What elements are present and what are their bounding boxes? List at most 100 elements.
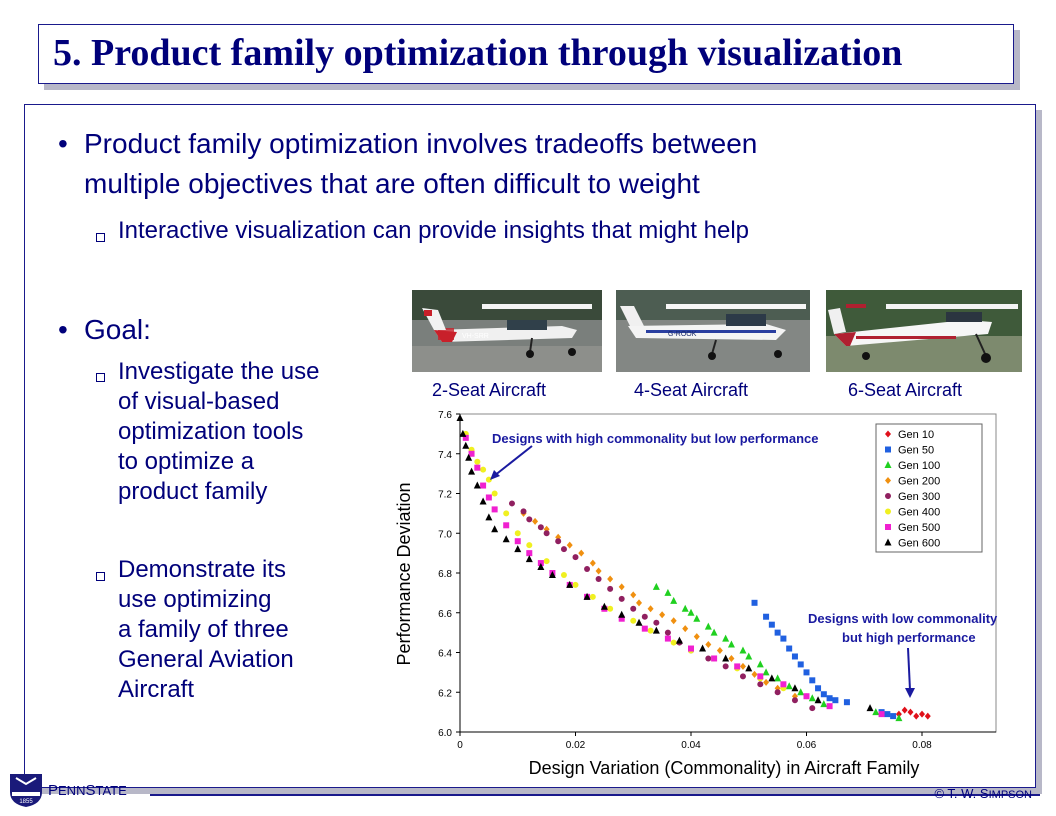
data-point-gen-50 bbox=[768, 621, 775, 628]
footer-divider bbox=[150, 794, 1040, 796]
data-point-gen-50 bbox=[751, 599, 758, 606]
square-bullet-icon bbox=[96, 572, 105, 581]
x-axis-label: Design Variation (Commonality) in Aircra… bbox=[529, 758, 920, 778]
data-point-gen-100 bbox=[670, 596, 678, 604]
data-point-gen-50 bbox=[832, 697, 839, 704]
data-point-gen-600 bbox=[473, 481, 481, 489]
data-point-gen-600 bbox=[635, 618, 643, 626]
data-point-gen-10 bbox=[924, 712, 931, 720]
data-point-gen-300 bbox=[739, 673, 746, 680]
bullet-line-2: multiple objectives that are often diffi… bbox=[84, 168, 700, 199]
y-tick-label: 6.8 bbox=[438, 569, 452, 580]
data-point-gen-300 bbox=[526, 516, 533, 523]
data-point-gen-300 bbox=[537, 524, 544, 531]
data-point-gen-100 bbox=[756, 660, 764, 668]
data-point-gen-500 bbox=[803, 693, 810, 700]
data-point-gen-500 bbox=[664, 635, 671, 642]
data-point-gen-200 bbox=[630, 591, 637, 599]
data-point-gen-200 bbox=[618, 583, 625, 591]
data-point-gen-400 bbox=[503, 510, 510, 517]
bullet-tradeoffs: • Product family optimization involves t… bbox=[58, 124, 757, 204]
data-point-gen-200 bbox=[751, 670, 758, 678]
data-point-gen-100 bbox=[774, 674, 782, 682]
data-point-gen-600 bbox=[468, 467, 476, 475]
legend-marker bbox=[885, 524, 891, 530]
data-point-gen-300 bbox=[757, 681, 764, 688]
sub-bullet-visualization: Interactive visualization can provide in… bbox=[118, 217, 750, 244]
data-point-gen-200 bbox=[682, 625, 689, 633]
data-point-gen-50 bbox=[763, 613, 770, 620]
data-point-gen-600 bbox=[485, 513, 493, 521]
square-bullet-icon bbox=[96, 373, 105, 382]
data-point-gen-600 bbox=[600, 602, 608, 610]
data-point-gen-200 bbox=[739, 662, 746, 670]
data-point-gen-10 bbox=[919, 710, 925, 718]
data-point-gen-600 bbox=[537, 563, 545, 571]
data-point-gen-100 bbox=[745, 652, 753, 660]
data-point-gen-400 bbox=[491, 490, 498, 497]
data-point-gen-100 bbox=[652, 582, 660, 590]
aircraft-label-2-seat: 2-Seat Aircraft bbox=[432, 380, 547, 400]
data-point-gen-300 bbox=[595, 575, 602, 582]
data-point-gen-400 bbox=[543, 558, 550, 565]
data-point-gen-50 bbox=[780, 635, 787, 642]
data-point-gen-500 bbox=[468, 450, 475, 457]
arrow-head-icon bbox=[905, 688, 915, 698]
data-point-gen-10 bbox=[901, 706, 908, 714]
annotation-low-commonality-1: Designs with low commonality bbox=[808, 611, 998, 626]
data-point-gen-100 bbox=[739, 646, 747, 654]
data-point-gen-200 bbox=[659, 611, 666, 619]
data-point-gen-300 bbox=[584, 566, 591, 573]
bullet-line-1: Product family optimization involves tra… bbox=[84, 128, 758, 159]
data-point-gen-50 bbox=[786, 645, 793, 652]
title-box: 5. Product family optimization through v… bbox=[38, 24, 1014, 84]
legend: Gen 10 Gen 50 Gen 100 Gen 200 Gen 300 Gen 400… bbox=[884, 429, 940, 550]
data-point-gen-200 bbox=[636, 599, 643, 607]
arrow-head-icon bbox=[490, 470, 500, 480]
data-point-gen-100 bbox=[722, 634, 730, 642]
data-point-gen-300 bbox=[520, 508, 527, 515]
data-point-gen-100 bbox=[808, 694, 816, 702]
data-point-gen-300 bbox=[653, 619, 660, 626]
data-point-gen-600 bbox=[768, 674, 776, 682]
data-point-gen-500 bbox=[491, 506, 498, 513]
data-point-gen-600 bbox=[652, 626, 660, 634]
data-point-gen-400 bbox=[607, 605, 614, 612]
legend-entry: Gen 100 bbox=[898, 460, 940, 472]
y-tick-label: 7.2 bbox=[438, 490, 452, 501]
data-point-gen-200 bbox=[543, 525, 550, 533]
data-point-gen-500 bbox=[734, 663, 741, 670]
data-point-gen-200 bbox=[566, 541, 573, 549]
legend-entry: Gen 600 bbox=[898, 538, 940, 550]
data-point-gen-600 bbox=[514, 545, 522, 553]
data-point-gen-600 bbox=[462, 441, 470, 449]
square-bullet-icon bbox=[96, 233, 105, 242]
legend-entry: Gen 300 bbox=[898, 491, 940, 503]
y-tick-label: 6.2 bbox=[438, 688, 452, 699]
data-point-gen-500 bbox=[826, 703, 833, 710]
data-point-gen-500 bbox=[503, 522, 510, 529]
data-point-gen-600 bbox=[459, 429, 467, 437]
data-point-gen-200 bbox=[532, 517, 539, 525]
data-point-gen-400 bbox=[572, 581, 579, 588]
data-point-gen-300 bbox=[641, 613, 648, 620]
data-point-gen-400 bbox=[589, 593, 596, 600]
data-point-gen-100 bbox=[704, 622, 712, 630]
registration-text: VH-SRR bbox=[462, 333, 489, 340]
data-point-gen-50 bbox=[774, 629, 781, 636]
data-point-gen-100 bbox=[664, 588, 672, 596]
data-point-gen-300 bbox=[508, 500, 515, 507]
y-tick-label: 6.0 bbox=[438, 728, 452, 739]
data-points bbox=[456, 413, 931, 722]
data-point-gen-300 bbox=[630, 605, 637, 612]
text-line: product family bbox=[118, 478, 268, 505]
data-point-gen-300 bbox=[572, 554, 579, 561]
data-point-gen-600 bbox=[722, 654, 730, 662]
data-point-gen-10 bbox=[907, 708, 914, 716]
pareto-scatter-chart: 6.0 6.2 6.4 6.6 6.8 7.0 7.2 7.4 7.6 0 0.02 0.04 0.06… bbox=[394, 410, 998, 778]
data-point-gen-10 bbox=[913, 712, 920, 720]
data-point-gen-400 bbox=[647, 627, 654, 634]
legend-box bbox=[875, 423, 983, 553]
bullet-dot: • bbox=[58, 314, 68, 345]
data-point-gen-400 bbox=[474, 458, 481, 465]
